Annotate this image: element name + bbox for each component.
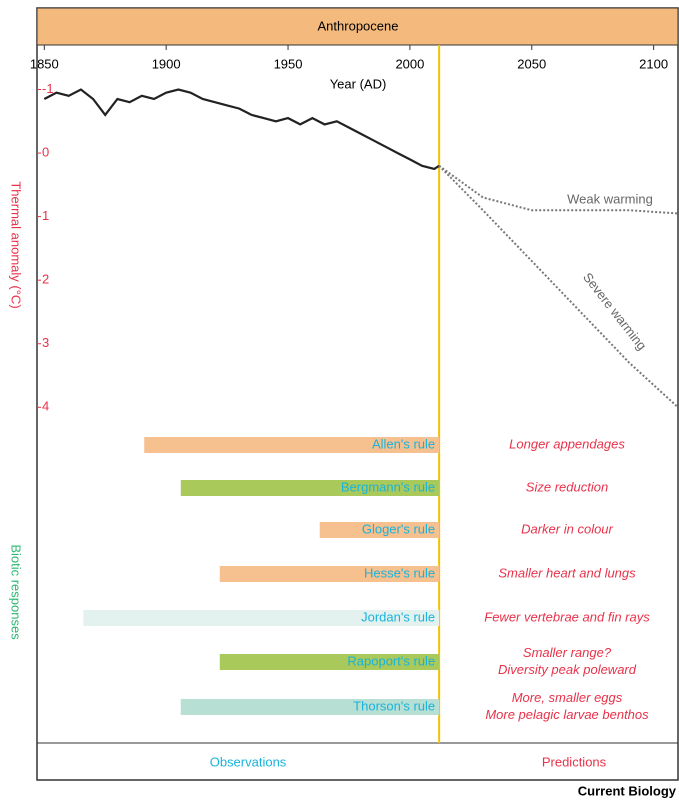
source: Current Biology: [578, 783, 677, 798]
rule-name: Gloger's rule: [362, 521, 435, 536]
y-tick-label: 0: [42, 144, 49, 159]
x-tick-label: 2000: [395, 56, 424, 71]
predictions-label: Predictions: [542, 754, 607, 769]
x-axis-label: Year (AD): [330, 76, 387, 91]
x-tick-label: 1950: [274, 56, 303, 71]
rule-name: Bergmann's rule: [341, 479, 435, 494]
rule-prediction: Longer appendages: [509, 436, 625, 451]
x-tick-label: 2050: [517, 56, 546, 71]
y-axis-label: Thermal anomaly (°C): [9, 181, 24, 308]
y-tick-label: 1: [42, 208, 49, 223]
rule-name: Rapoport's rule: [347, 653, 435, 668]
series-label: Weak warming: [567, 191, 653, 206]
rule-prediction: Diversity peak poleward: [498, 662, 637, 677]
rule-prediction: Darker in colour: [521, 521, 613, 536]
series-label: Severe warming: [580, 270, 650, 353]
rule-prediction: Smaller heart and lungs: [498, 565, 636, 580]
rule-name: Allen's rule: [372, 436, 435, 451]
y-tick-label: -1: [42, 81, 54, 96]
figure: Anthropocene Year (AD) Thermal anomaly (…: [0, 0, 679, 801]
x-tick-label: 1850: [30, 56, 59, 71]
rule-name: Thorson's rule: [353, 698, 435, 713]
y-tick-label: 4: [42, 399, 49, 414]
x-tick-label: 2100: [639, 56, 668, 71]
y-tick-label: 3: [42, 335, 49, 350]
rule-prediction: More, smaller eggs: [512, 690, 623, 705]
rule-name: Hesse's rule: [364, 565, 435, 580]
y-tick-label: 2: [42, 272, 49, 287]
rule-prediction: Size reduction: [526, 479, 608, 494]
responses-label: Biotic responses: [9, 544, 24, 640]
rule-prediction: More pelagic larvae benthos: [485, 707, 649, 722]
x-tick-label: 1900: [152, 56, 181, 71]
series-line: [44, 90, 439, 169]
chart-title: Anthropocene: [318, 18, 399, 33]
observations-label: Observations: [210, 754, 287, 769]
rule-prediction: Smaller range?: [523, 645, 612, 660]
rule-prediction: Fewer vertebrae and fin rays: [484, 609, 650, 624]
rule-name: Jordan's rule: [361, 609, 435, 624]
